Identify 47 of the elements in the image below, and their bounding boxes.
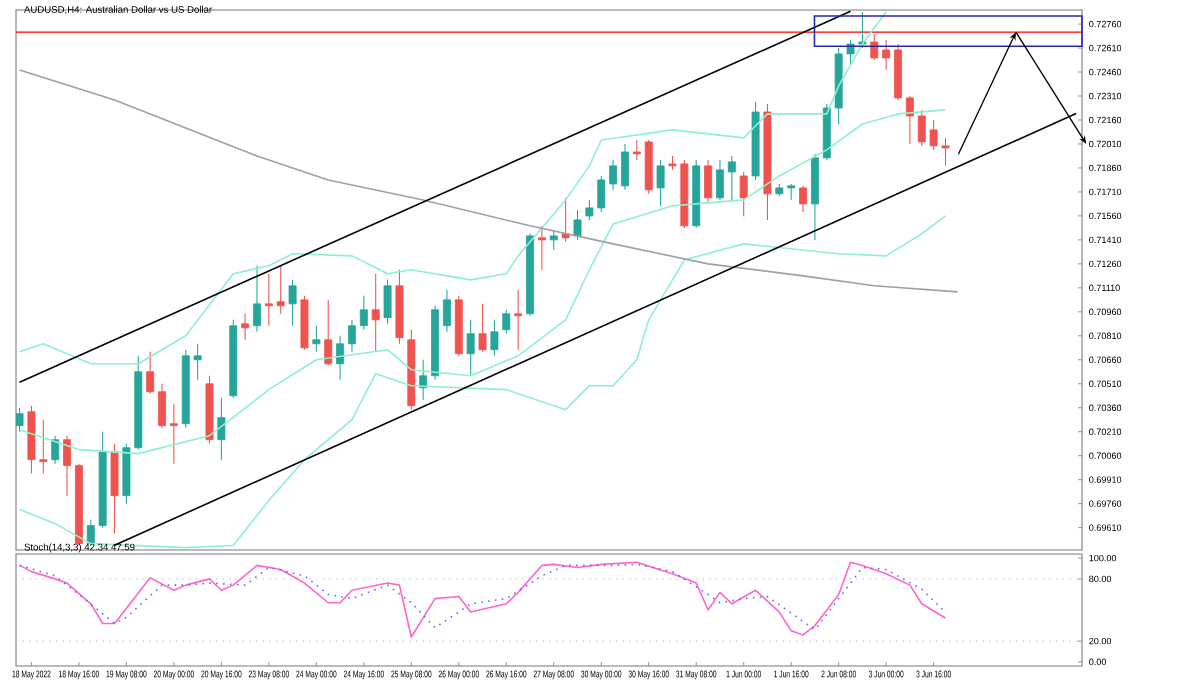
candlestick bbox=[573, 209, 582, 241]
candlestick bbox=[490, 319, 499, 357]
candlestick bbox=[478, 303, 487, 353]
candlestick bbox=[905, 95, 914, 145]
candlestick bbox=[359, 295, 368, 331]
candlestick bbox=[644, 139, 653, 195]
candlestick bbox=[324, 299, 333, 367]
candlestick bbox=[514, 289, 523, 351]
candlestick bbox=[442, 289, 451, 333]
line-series bbox=[18, 69, 959, 293]
line-series bbox=[18, 109, 947, 455]
candlestick bbox=[146, 351, 155, 395]
candlestick bbox=[51, 435, 60, 465]
line-series bbox=[18, 215, 947, 549]
candlestick bbox=[716, 159, 724, 201]
candlestick bbox=[739, 171, 748, 217]
candlestick bbox=[656, 159, 665, 207]
candlestick bbox=[810, 153, 819, 241]
candlestick bbox=[347, 319, 356, 353]
candlestick bbox=[799, 185, 808, 213]
candlestick bbox=[561, 197, 570, 243]
candlestick bbox=[621, 143, 629, 191]
candlestick bbox=[502, 309, 511, 335]
candlestick bbox=[609, 159, 618, 191]
candlestick bbox=[16, 407, 24, 433]
candlestick bbox=[882, 39, 891, 71]
candlestick bbox=[217, 397, 226, 461]
candlestick bbox=[288, 279, 297, 327]
candlestick bbox=[466, 319, 475, 377]
candlestick bbox=[383, 279, 392, 325]
candlestick bbox=[704, 159, 713, 203]
candlestick bbox=[537, 225, 546, 271]
candlestick bbox=[300, 295, 309, 351]
candlestick bbox=[312, 325, 321, 353]
candlestick bbox=[727, 155, 736, 201]
candlestick bbox=[253, 265, 261, 333]
candlestick bbox=[63, 435, 72, 497]
candlestick bbox=[371, 273, 380, 353]
candlestick bbox=[276, 265, 285, 315]
candlestick bbox=[632, 139, 641, 161]
candlestick bbox=[110, 443, 119, 535]
candlestick bbox=[264, 273, 273, 327]
candlestick bbox=[894, 43, 902, 101]
candlestick bbox=[169, 403, 178, 465]
candlestick bbox=[336, 335, 345, 381]
candlestick bbox=[158, 383, 166, 429]
candlestick bbox=[241, 313, 250, 341]
